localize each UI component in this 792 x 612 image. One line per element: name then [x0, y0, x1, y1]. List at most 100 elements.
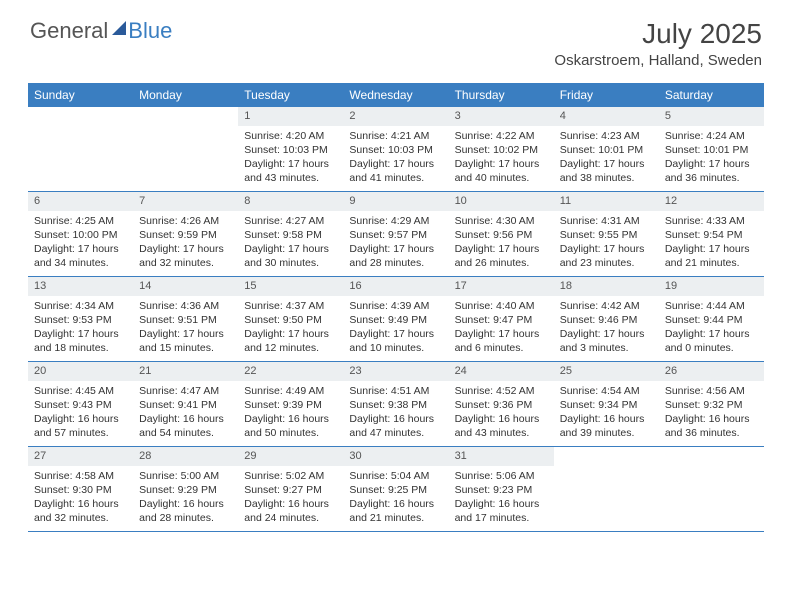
day-body: Sunrise: 4:26 AMSunset: 9:59 PMDaylight:… — [133, 211, 238, 275]
day-body: Sunrise: 4:36 AMSunset: 9:51 PMDaylight:… — [133, 296, 238, 360]
sunset-line: Sunset: 9:49 PM — [349, 313, 442, 327]
day-number: 28 — [133, 447, 238, 466]
sunrise-line: Sunrise: 4:22 AM — [455, 129, 548, 143]
daylight-line: Daylight: 17 hours and 21 minutes. — [665, 242, 758, 270]
day-cell: 24Sunrise: 4:52 AMSunset: 9:36 PMDayligh… — [449, 362, 554, 446]
day-header-cell: Monday — [133, 83, 238, 107]
sunset-line: Sunset: 9:51 PM — [139, 313, 232, 327]
day-number: 3 — [449, 107, 554, 126]
sunset-line: Sunset: 9:27 PM — [244, 483, 337, 497]
day-body: Sunrise: 4:29 AMSunset: 9:57 PMDaylight:… — [343, 211, 448, 275]
daylight-line: Daylight: 17 hours and 28 minutes. — [349, 242, 442, 270]
day-cell: 31Sunrise: 5:06 AMSunset: 9:23 PMDayligh… — [449, 447, 554, 531]
daylight-line: Daylight: 16 hours and 39 minutes. — [560, 412, 653, 440]
day-cell: 16Sunrise: 4:39 AMSunset: 9:49 PMDayligh… — [343, 277, 448, 361]
sunrise-line: Sunrise: 5:02 AM — [244, 469, 337, 483]
day-number: 2 — [343, 107, 448, 126]
sunset-line: Sunset: 9:34 PM — [560, 398, 653, 412]
sunset-line: Sunset: 9:54 PM — [665, 228, 758, 242]
sunrise-line: Sunrise: 4:34 AM — [34, 299, 127, 313]
sunset-line: Sunset: 10:02 PM — [455, 143, 548, 157]
day-number: 19 — [659, 277, 764, 296]
week-row: 27Sunrise: 4:58 AMSunset: 9:30 PMDayligh… — [28, 447, 764, 532]
daylight-line: Daylight: 17 hours and 43 minutes. — [244, 157, 337, 185]
day-cell: 20Sunrise: 4:45 AMSunset: 9:43 PMDayligh… — [28, 362, 133, 446]
day-number: 26 — [659, 362, 764, 381]
day-header-cell: Wednesday — [343, 83, 448, 107]
day-cell: 17Sunrise: 4:40 AMSunset: 9:47 PMDayligh… — [449, 277, 554, 361]
day-cell: 3 Sunrise: 4:22 AMSunset: 10:02 PMDayligh… — [449, 107, 554, 191]
daylight-line: Daylight: 16 hours and 50 minutes. — [244, 412, 337, 440]
day-body: Sunrise: 4:39 AMSunset: 9:49 PMDaylight:… — [343, 296, 448, 360]
day-number: 11 — [554, 192, 659, 211]
day-number: 23 — [343, 362, 448, 381]
week-row: 6Sunrise: 4:25 AMSunset: 10:00 PMDayligh… — [28, 192, 764, 277]
day-body: Sunrise: 4:30 AMSunset: 9:56 PMDaylight:… — [449, 211, 554, 275]
day-cell: 4Sunrise: 4:23 AMSunset: 10:01 PMDayligh… — [554, 107, 659, 191]
day-number: 1 — [238, 107, 343, 126]
sunrise-line: Sunrise: 4:29 AM — [349, 214, 442, 228]
day-number: 31 — [449, 447, 554, 466]
daylight-line: Daylight: 16 hours and 47 minutes. — [349, 412, 442, 440]
sunset-line: Sunset: 9:46 PM — [560, 313, 653, 327]
sunrise-line: Sunrise: 5:06 AM — [455, 469, 548, 483]
sunset-line: Sunset: 9:57 PM — [349, 228, 442, 242]
daylight-line: Daylight: 17 hours and 32 minutes. — [139, 242, 232, 270]
day-body: Sunrise: 4:21 AMSunset: 10:03 PMDaylight… — [343, 126, 448, 190]
day-number: 6 — [28, 192, 133, 211]
day-body: Sunrise: 5:04 AMSunset: 9:25 PMDaylight:… — [343, 466, 448, 530]
day-cell: 12Sunrise: 4:33 AMSunset: 9:54 PMDayligh… — [659, 192, 764, 276]
sunrise-line: Sunrise: 4:20 AM — [244, 129, 337, 143]
daylight-line: Daylight: 17 hours and 26 minutes. — [455, 242, 548, 270]
day-number: 14 — [133, 277, 238, 296]
sunset-line: Sunset: 10:01 PM — [560, 143, 653, 157]
sunrise-line: Sunrise: 4:37 AM — [244, 299, 337, 313]
daylight-line: Daylight: 17 hours and 15 minutes. — [139, 327, 232, 355]
sunset-line: Sunset: 9:56 PM — [455, 228, 548, 242]
daylight-line: Daylight: 17 hours and 6 minutes. — [455, 327, 548, 355]
sunset-line: Sunset: 9:32 PM — [665, 398, 758, 412]
sunset-line: Sunset: 9:41 PM — [139, 398, 232, 412]
day-cell: 30Sunrise: 5:04 AMSunset: 9:25 PMDayligh… — [343, 447, 448, 531]
day-body: Sunrise: 5:00 AMSunset: 9:29 PMDaylight:… — [133, 466, 238, 530]
day-body: Sunrise: 4:33 AMSunset: 9:54 PMDaylight:… — [659, 211, 764, 275]
day-body: Sunrise: 4:49 AMSunset: 9:39 PMDaylight:… — [238, 381, 343, 445]
day-cell: 19Sunrise: 4:44 AMSunset: 9:44 PMDayligh… — [659, 277, 764, 361]
sunrise-line: Sunrise: 4:24 AM — [665, 129, 758, 143]
day-number: 5 — [659, 107, 764, 126]
sunset-line: Sunset: 9:58 PM — [244, 228, 337, 242]
day-cell: 10Sunrise: 4:30 AMSunset: 9:56 PMDayligh… — [449, 192, 554, 276]
day-cell: 27Sunrise: 4:58 AMSunset: 9:30 PMDayligh… — [28, 447, 133, 531]
day-header-cell: Sunday — [28, 83, 133, 107]
day-body: Sunrise: 4:27 AMSunset: 9:58 PMDaylight:… — [238, 211, 343, 275]
day-cell — [659, 447, 764, 531]
daylight-line: Daylight: 16 hours and 24 minutes. — [244, 497, 337, 525]
daylight-line: Daylight: 17 hours and 40 minutes. — [455, 157, 548, 185]
day-number: 8 — [238, 192, 343, 211]
brand-word-general: General — [30, 18, 108, 44]
sunrise-line: Sunrise: 4:47 AM — [139, 384, 232, 398]
day-header-cell: Thursday — [449, 83, 554, 107]
sunrise-line: Sunrise: 4:30 AM — [455, 214, 548, 228]
day-cell: 21Sunrise: 4:47 AMSunset: 9:41 PMDayligh… — [133, 362, 238, 446]
sunset-line: Sunset: 10:01 PM — [665, 143, 758, 157]
sunset-line: Sunset: 9:30 PM — [34, 483, 127, 497]
day-body: Sunrise: 4:45 AMSunset: 9:43 PMDaylight:… — [28, 381, 133, 445]
sunrise-line: Sunrise: 4:39 AM — [349, 299, 442, 313]
day-cell: 13Sunrise: 4:34 AMSunset: 9:53 PMDayligh… — [28, 277, 133, 361]
sunrise-line: Sunrise: 4:31 AM — [560, 214, 653, 228]
sunset-line: Sunset: 9:36 PM — [455, 398, 548, 412]
daylight-line: Daylight: 17 hours and 12 minutes. — [244, 327, 337, 355]
daylight-line: Daylight: 17 hours and 10 minutes. — [349, 327, 442, 355]
day-body: Sunrise: 5:06 AMSunset: 9:23 PMDaylight:… — [449, 466, 554, 530]
day-cell: 8Sunrise: 4:27 AMSunset: 9:58 PMDaylight… — [238, 192, 343, 276]
sunset-line: Sunset: 9:25 PM — [349, 483, 442, 497]
day-cell: 6Sunrise: 4:25 AMSunset: 10:00 PMDayligh… — [28, 192, 133, 276]
sunrise-line: Sunrise: 4:36 AM — [139, 299, 232, 313]
day-cell: 25Sunrise: 4:54 AMSunset: 9:34 PMDayligh… — [554, 362, 659, 446]
day-body: Sunrise: 4:34 AMSunset: 9:53 PMDaylight:… — [28, 296, 133, 360]
day-cell: 23Sunrise: 4:51 AMSunset: 9:38 PMDayligh… — [343, 362, 448, 446]
brand-logo: General Blue — [30, 18, 172, 44]
day-number: 10 — [449, 192, 554, 211]
day-body: Sunrise: 4:56 AMSunset: 9:32 PMDaylight:… — [659, 381, 764, 445]
